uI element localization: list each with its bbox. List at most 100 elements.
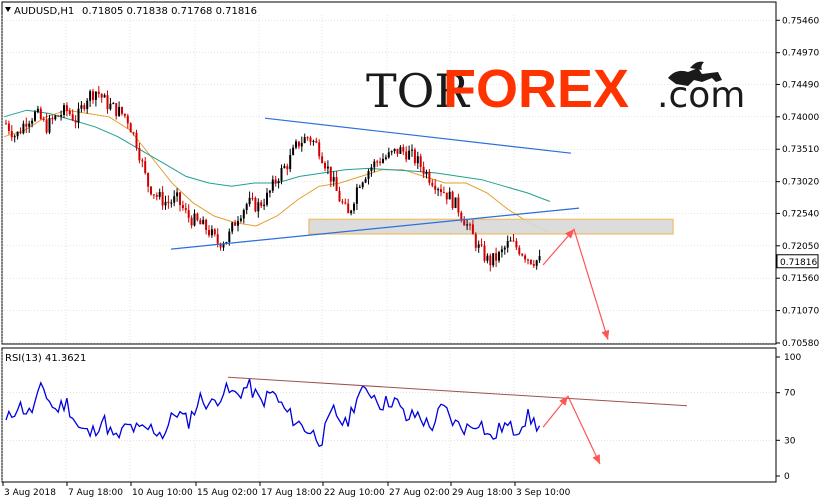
candle-body: [147, 172, 150, 187]
candle-body: [416, 156, 419, 164]
candle-body: [271, 179, 274, 191]
candle-body: [355, 187, 358, 204]
candle-body: [492, 253, 495, 266]
candle-body: [248, 197, 251, 205]
candle-body: [208, 230, 210, 236]
candle-body: [448, 191, 451, 200]
candle-body: [408, 150, 411, 160]
candle-body: [109, 103, 112, 110]
candle-body: [216, 234, 219, 244]
candle-body: [515, 240, 518, 248]
candle-body: [10, 130, 13, 138]
candle-body: [538, 256, 541, 261]
candle-body: [155, 194, 158, 197]
rsi-tick-label: 30: [784, 436, 796, 446]
candle-body: [329, 166, 332, 182]
price-tick-label: 0.72050: [782, 242, 819, 252]
candle-body: [338, 190, 341, 202]
candle-body: [344, 202, 347, 204]
candle-body: [5, 123, 7, 125]
candle-body: [129, 123, 132, 133]
candle-body: [158, 192, 161, 197]
candle-body: [13, 136, 16, 138]
candle-body: [222, 244, 225, 248]
candle-body: [367, 170, 370, 180]
candle-body: [92, 91, 94, 100]
price-tick-label: 0.74970: [782, 49, 819, 59]
time-tick-label: 10 Aug 10:00: [132, 488, 193, 498]
candle-body: [234, 222, 237, 226]
candle-body: [303, 137, 306, 144]
arrowhead: [565, 229, 574, 239]
candle-body: [19, 131, 22, 134]
arrowhead: [592, 454, 600, 465]
candle-body: [434, 185, 437, 190]
rsi-label: RSI(13) 41.3621: [5, 353, 86, 364]
candle-body: [164, 201, 167, 206]
candle-body: [280, 168, 283, 181]
candle-body: [486, 255, 489, 261]
candle-body: [532, 263, 535, 266]
logo-forex-text: FOREX: [443, 59, 629, 119]
candle-body: [54, 115, 57, 120]
resistance-zone: [308, 218, 674, 235]
price-grid: [1, 15, 775, 344]
candle-body: [106, 95, 109, 110]
candle-body: [289, 154, 292, 170]
candle-body: [460, 212, 463, 220]
candle-body: [457, 197, 460, 213]
price-tick-label: 0.75460: [782, 16, 819, 26]
candle-body: [202, 219, 205, 225]
candle-body: [483, 245, 486, 261]
candle-body: [268, 190, 271, 193]
candle-body: [187, 210, 190, 218]
candle-body: [45, 119, 48, 133]
rsi-panel[interactable]: [1, 347, 777, 483]
current-price-label: 0.71816: [780, 258, 817, 268]
time-tick-label: 3 Aug 2018: [4, 488, 56, 498]
candle-body: [196, 213, 199, 221]
candle-body: [358, 187, 361, 189]
candle-body: [442, 192, 445, 194]
candle-body: [266, 192, 268, 205]
candle-body: [121, 106, 123, 114]
price-panel[interactable]: [1, 1, 777, 345]
candle-body: [382, 158, 384, 163]
candle-body: [245, 204, 248, 211]
candle-body: [257, 202, 260, 212]
candle-body: [274, 179, 277, 183]
candle-body: [469, 224, 471, 226]
rsi-trendline: [227, 376, 688, 407]
candle-body: [411, 149, 413, 151]
dropdown-triangle-icon: [5, 7, 11, 12]
candle-body: [454, 197, 457, 208]
candle-body: [170, 202, 173, 204]
candle-body: [173, 196, 176, 203]
candle-body: [506, 241, 509, 248]
candle-body: [445, 192, 448, 200]
candle-body: [364, 179, 367, 183]
candle-body: [326, 166, 329, 169]
candle-body: [335, 177, 338, 191]
current-price-tag: 0.71816: [776, 254, 819, 269]
candle-body: [477, 244, 480, 248]
candle-body: [237, 220, 239, 226]
candle-body: [286, 166, 289, 170]
candle-body: [425, 171, 428, 175]
candle-body: [228, 231, 231, 243]
candle-body: [376, 161, 379, 163]
candle-body: [353, 203, 355, 211]
candle-body: [68, 110, 71, 115]
candle-body: [521, 254, 524, 256]
candle-body: [161, 192, 164, 206]
candle-body: [535, 260, 538, 266]
candle-body: [193, 213, 196, 226]
candle-body: [297, 141, 300, 147]
rsi-forecast-arrow: [542, 395, 601, 465]
candle-body: [115, 103, 118, 116]
candle-body: [518, 247, 521, 255]
candle-body: [60, 114, 63, 117]
candle-body: [503, 247, 506, 250]
candle-body: [318, 142, 321, 157]
